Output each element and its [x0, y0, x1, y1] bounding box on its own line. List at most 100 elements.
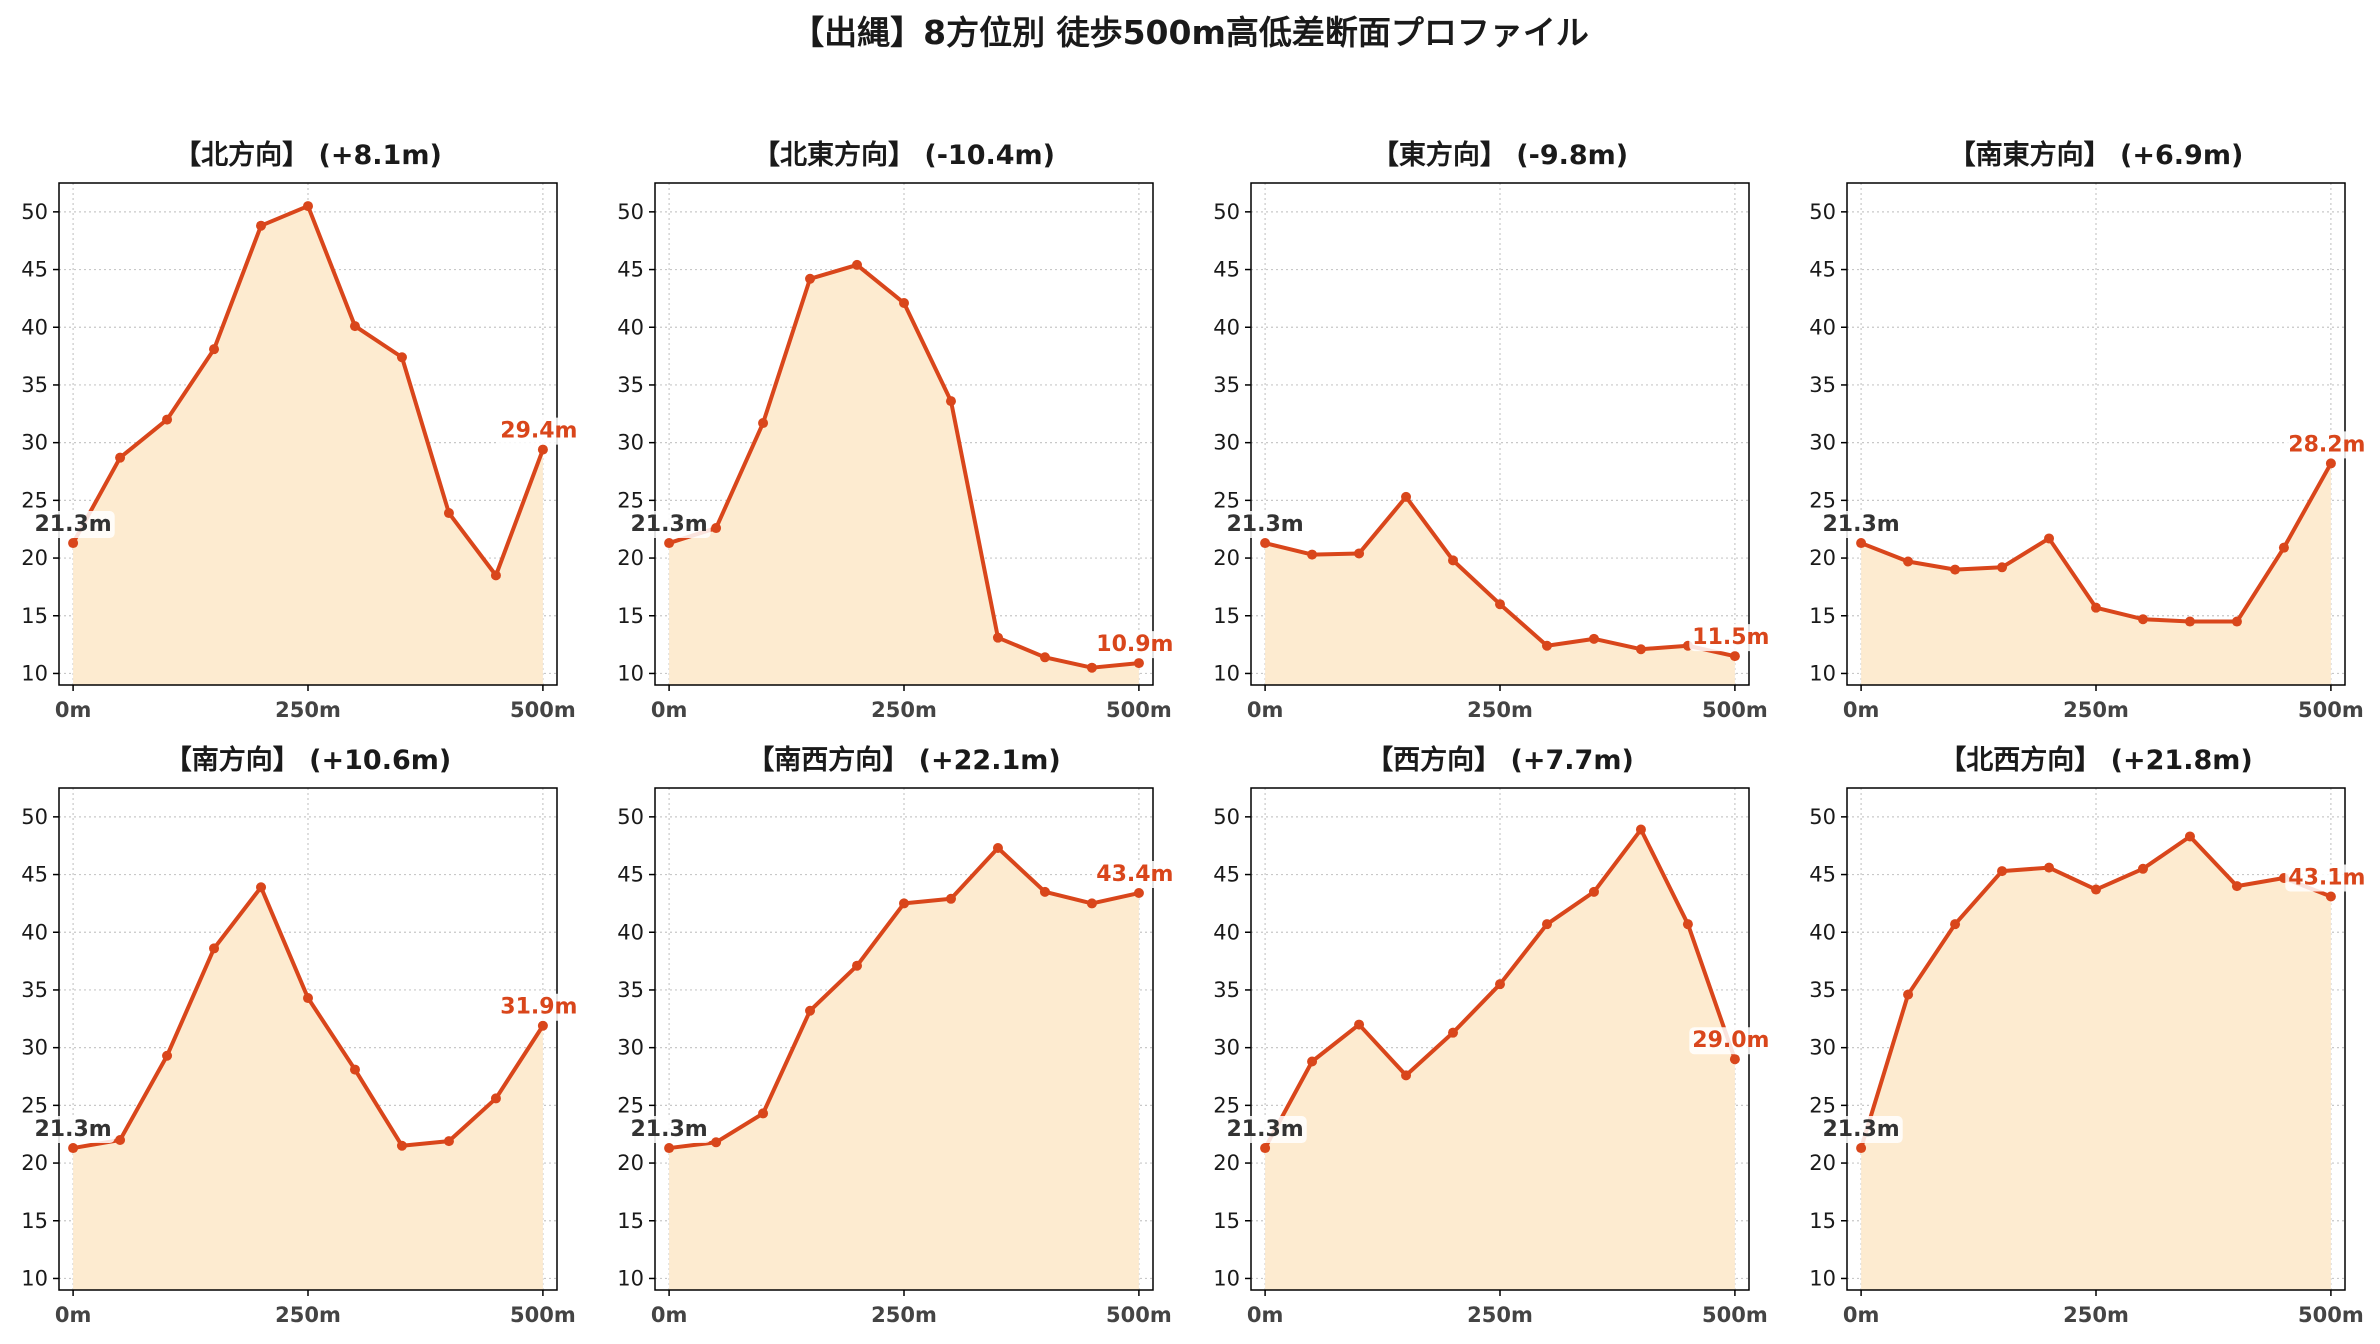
y-tick-label: 30 [1213, 1036, 1240, 1060]
end-elevation-label-group: 29.4m [497, 417, 581, 445]
end-elevation-label: 28.2m [2288, 432, 2365, 457]
elevation-point [1588, 886, 1599, 897]
x-tick-label: 250m [2063, 698, 2129, 722]
elevation-point [68, 1143, 79, 1154]
end-elevation-label: 29.0m [1692, 1028, 1769, 1053]
end-elevation-label: 43.1m [2288, 865, 2365, 890]
elevation-point [2091, 884, 2101, 895]
y-tick-label: 10 [1809, 1266, 1836, 1290]
panel-title: 【北西方向】 (+21.8m) [1939, 744, 2252, 776]
elevation-point [1307, 549, 1318, 560]
x-tick-label: 0m [651, 698, 688, 722]
elevation-point [899, 898, 909, 909]
elevation-area [669, 264, 1139, 685]
elevation-point [2278, 542, 2289, 553]
start-elevation-label-box [1819, 1116, 1903, 1144]
end-elevation-label-box [497, 417, 581, 445]
elevation-point [2325, 458, 2336, 469]
x-tick-label: 500m [510, 698, 576, 722]
end-elevation-label-box [1689, 624, 1773, 652]
x-tick-label: 250m [1467, 1303, 1533, 1327]
y-tick-label: 40 [1809, 920, 1836, 944]
start-elevation-label: 21.3m [630, 1117, 707, 1142]
elevation-point [711, 1137, 722, 1148]
end-elevation-label-box [2285, 431, 2369, 459]
elevation-point [396, 352, 407, 363]
start-elevation-label: 21.3m [1822, 1117, 1899, 1142]
y-tick-label: 10 [1213, 1266, 1240, 1290]
y-tick-label: 30 [1809, 431, 1836, 455]
start-elevation-label-box [1223, 511, 1307, 539]
elevation-point [1635, 824, 1646, 835]
elevation-point [1950, 564, 1961, 575]
end-elevation-label-group: 29.0m [1689, 1027, 1773, 1055]
elevation-point [899, 298, 909, 309]
x-tick-label: 500m [1106, 698, 1172, 722]
start-elevation-label-box [31, 511, 115, 539]
y-tick-label: 50 [21, 200, 48, 224]
end-elevation-label: 31.9m [500, 995, 577, 1020]
x-tick-label: 250m [275, 698, 341, 722]
elevation-area [73, 887, 543, 1290]
y-tick-label: 35 [1809, 373, 1836, 397]
start-elevation-label-group: 21.3m [1819, 1116, 1903, 1144]
elevation-point [664, 1143, 675, 1154]
elevation-point [1588, 633, 1599, 644]
start-elevation-label: 21.3m [630, 512, 707, 537]
x-tick-label: 250m [275, 1303, 341, 1327]
elevation-point [805, 1005, 816, 1016]
y-tick-label: 50 [1809, 200, 1836, 224]
end-elevation-label-group: 11.5m [1689, 624, 1773, 652]
end-elevation-label: 43.4m [1096, 862, 1173, 887]
elevation-point [162, 414, 173, 425]
start-elevation-label-group: 21.3m [1819, 511, 1903, 539]
end-elevation-label: 11.5m [1692, 625, 1769, 650]
elevation-point [805, 273, 816, 284]
y-tick-label: 30 [617, 1036, 644, 1060]
elevation-point [443, 1136, 454, 1147]
elevation-point [1448, 555, 1459, 566]
start-elevation-label: 21.3m [1226, 512, 1303, 537]
elevation-point [1541, 919, 1552, 930]
y-tick-label: 45 [617, 258, 644, 282]
elevation-point [664, 538, 675, 549]
elevation-point [2184, 616, 2195, 627]
y-tick-label: 50 [617, 805, 644, 829]
y-tick-label: 40 [21, 315, 48, 339]
y-tick-label: 45 [21, 258, 48, 282]
elevation-point [992, 843, 1003, 854]
y-tick-label: 30 [21, 1036, 48, 1060]
panel-title: 【南東方向】 (+6.9m) [1949, 139, 2244, 171]
elevation-point [852, 259, 863, 270]
y-tick-label: 25 [1213, 1093, 1240, 1117]
elevation-area [1861, 836, 2331, 1290]
elevation-point [396, 1140, 407, 1151]
y-tick-label: 20 [617, 546, 644, 570]
elevation-point [1039, 652, 1050, 663]
x-tick-label: 250m [2063, 1303, 2129, 1327]
y-tick-label: 35 [21, 978, 48, 1002]
y-tick-label: 35 [1213, 978, 1240, 1002]
y-tick-label: 35 [617, 978, 644, 1002]
elevation-point [1086, 662, 1097, 673]
elevation-point [303, 201, 313, 212]
end-elevation-label-group: 43.4m [1093, 861, 1177, 889]
elevation-point [992, 632, 1003, 643]
y-tick-label: 25 [21, 488, 48, 512]
y-tick-label: 20 [21, 546, 48, 570]
elevation-point [256, 220, 267, 231]
elevation-point [758, 1108, 769, 1119]
start-elevation-label-group: 21.3m [1223, 511, 1307, 539]
y-tick-label: 30 [617, 431, 644, 455]
y-tick-label: 40 [21, 920, 48, 944]
end-elevation-label-box [1689, 1027, 1773, 1055]
y-tick-label: 10 [21, 661, 48, 685]
elevation-point [1997, 562, 2008, 573]
elevation-point [2091, 602, 2101, 613]
elevation-point [852, 960, 863, 971]
elevation-point [1448, 1027, 1459, 1038]
start-elevation-label-box [1223, 1116, 1307, 1144]
